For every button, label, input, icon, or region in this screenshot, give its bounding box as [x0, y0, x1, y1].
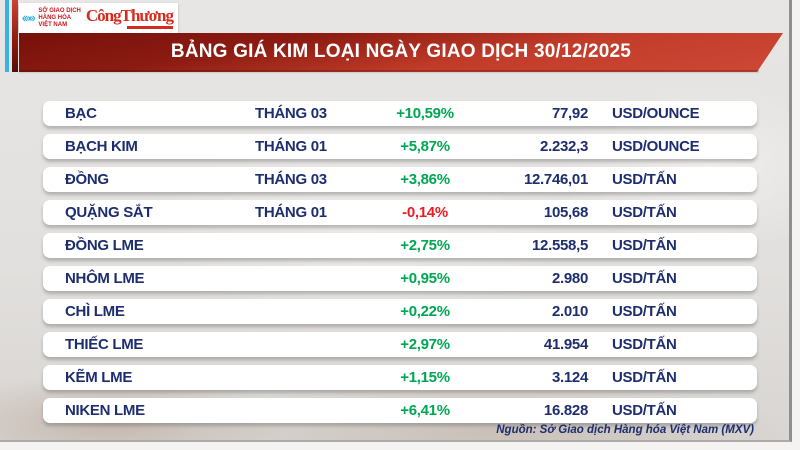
change-percent: +3,86% — [400, 171, 450, 188]
price-unit: USD/TẤN — [612, 402, 677, 419]
metal-name: ĐỒNG — [65, 171, 109, 188]
price-value: 41.954 — [543, 336, 588, 353]
price-value: 12.558,5 — [532, 237, 588, 254]
change-percent: +0,95% — [400, 270, 450, 287]
price-value: 105,68 — [543, 204, 588, 221]
price-unit: USD/TẤN — [612, 204, 677, 221]
congthuong-underline-bar — [127, 26, 173, 29]
price-value: 2.010 — [551, 303, 588, 320]
metal-name: BẠC — [65, 105, 97, 122]
price-unit: USD/TẤN — [612, 369, 677, 386]
price-value: 77,92 — [551, 105, 588, 122]
page-title: BẢNG GIÁ KIM LOẠI NGÀY GIAO DỊCH 30/12/2… — [170, 40, 632, 62]
left-accent-stripe-cyan — [5, 0, 9, 72]
table-row: ĐỒNG LME +2,75% 12.558,5 USD/TẤN — [43, 233, 757, 258]
price-value: 16.828 — [543, 402, 588, 419]
congthuong-logo: CôngThương — [85, 6, 174, 29]
mxv-logo-icon — [22, 14, 36, 22]
price-value: 2.980 — [551, 270, 588, 287]
metal-name: NIKEN LME — [65, 402, 145, 419]
mxv-text-line: SỞ GIAO DỊCH — [38, 7, 81, 14]
table-row: NIKEN LME +6,41% 16.828 USD/TẤN — [43, 398, 757, 423]
metal-name: THIẾC LME — [65, 336, 144, 353]
price-unit: USD/TẤN — [612, 237, 677, 254]
logo-box: SỞ GIAO DỊCH HÀNG HÓA VIỆT NAM CôngThươn… — [19, 3, 178, 33]
metal-name: QUẶNG SẮT — [65, 204, 153, 221]
table-row: BẠCH KIM THÁNG 01 +5,87% 2.232,3 USD/OUN… — [43, 134, 757, 159]
price-unit: USD/OUNCE — [612, 138, 700, 155]
price-table: BẠC THÁNG 03 +10,59% 77,92 USD/OUNCE BẠC… — [43, 101, 757, 431]
metal-name: NHÔM LME — [65, 270, 145, 287]
mxv-logo-text: SỞ GIAO DỊCH HÀNG HÓA VIỆT NAM — [38, 8, 80, 29]
contract-month: THÁNG 01 — [255, 138, 327, 155]
change-percent: -0,14% — [402, 204, 448, 221]
metal-name: KẼM LME — [65, 369, 133, 386]
metal-name: CHÌ LME — [65, 303, 125, 320]
left-accent-stripe-red — [12, 0, 18, 72]
mxv-text-line: HÀNG HÓA — [38, 14, 72, 21]
banner-shadow — [19, 70, 759, 74]
price-board-slide: SỞ GIAO DỊCH HÀNG HÓA VIỆT NAM CôngThươn… — [0, 0, 792, 442]
table-row: KẼM LME +1,15% 3.124 USD/TẤN — [43, 365, 757, 390]
table-row: THIẾC LME +2,97% 41.954 USD/TẤN — [43, 332, 757, 357]
price-value: 12.746,01 — [523, 171, 588, 188]
metal-name: BẠCH KIM — [65, 138, 138, 155]
price-unit: USD/TẤN — [612, 303, 677, 320]
price-unit: USD/OUNCE — [612, 105, 700, 122]
price-value: 3.124 — [551, 369, 588, 386]
table-row: CHÌ LME +0,22% 2.010 USD/TẤN — [43, 299, 757, 324]
change-percent: +10,59% — [396, 105, 454, 122]
price-value: 2.232,3 — [540, 138, 588, 155]
mxv-text-line: VIỆT NAM — [38, 21, 68, 28]
table-row: QUẶNG SẮT THÁNG 01 -0,14% 105,68 USD/TẤN — [43, 200, 757, 225]
metal-name: ĐỒNG LME — [65, 237, 144, 254]
change-percent: +5,87% — [400, 138, 450, 155]
title-banner: BẢNG GIÁ KIM LOẠI NGÀY GIAO DỊCH 30/12/2… — [19, 33, 783, 72]
price-unit: USD/TẤN — [612, 270, 677, 287]
price-unit: USD/TẤN — [612, 336, 677, 353]
contract-month: THÁNG 01 — [255, 204, 327, 221]
source-credit: Nguồn: Sở Giao dịch Hàng hóa Việt Nam (M… — [496, 424, 754, 436]
change-percent: +2,75% — [400, 237, 450, 254]
congthuong-wordmark: CôngThương — [85, 6, 174, 25]
change-percent: +1,15% — [400, 369, 450, 386]
table-row: ĐỒNG THÁNG 03 +3,86% 12.746,01 USD/TẤN — [43, 167, 757, 192]
price-unit: USD/TẤN — [612, 171, 677, 188]
change-percent: +2,97% — [400, 336, 450, 353]
table-row: NHÔM LME +0,95% 2.980 USD/TẤN — [43, 266, 757, 291]
contract-month: THÁNG 03 — [255, 171, 327, 188]
contract-month: THÁNG 03 — [255, 105, 327, 122]
change-percent: +6,41% — [400, 402, 450, 419]
change-percent: +0,22% — [400, 303, 450, 320]
table-row: BẠC THÁNG 03 +10,59% 77,92 USD/OUNCE — [43, 101, 757, 126]
